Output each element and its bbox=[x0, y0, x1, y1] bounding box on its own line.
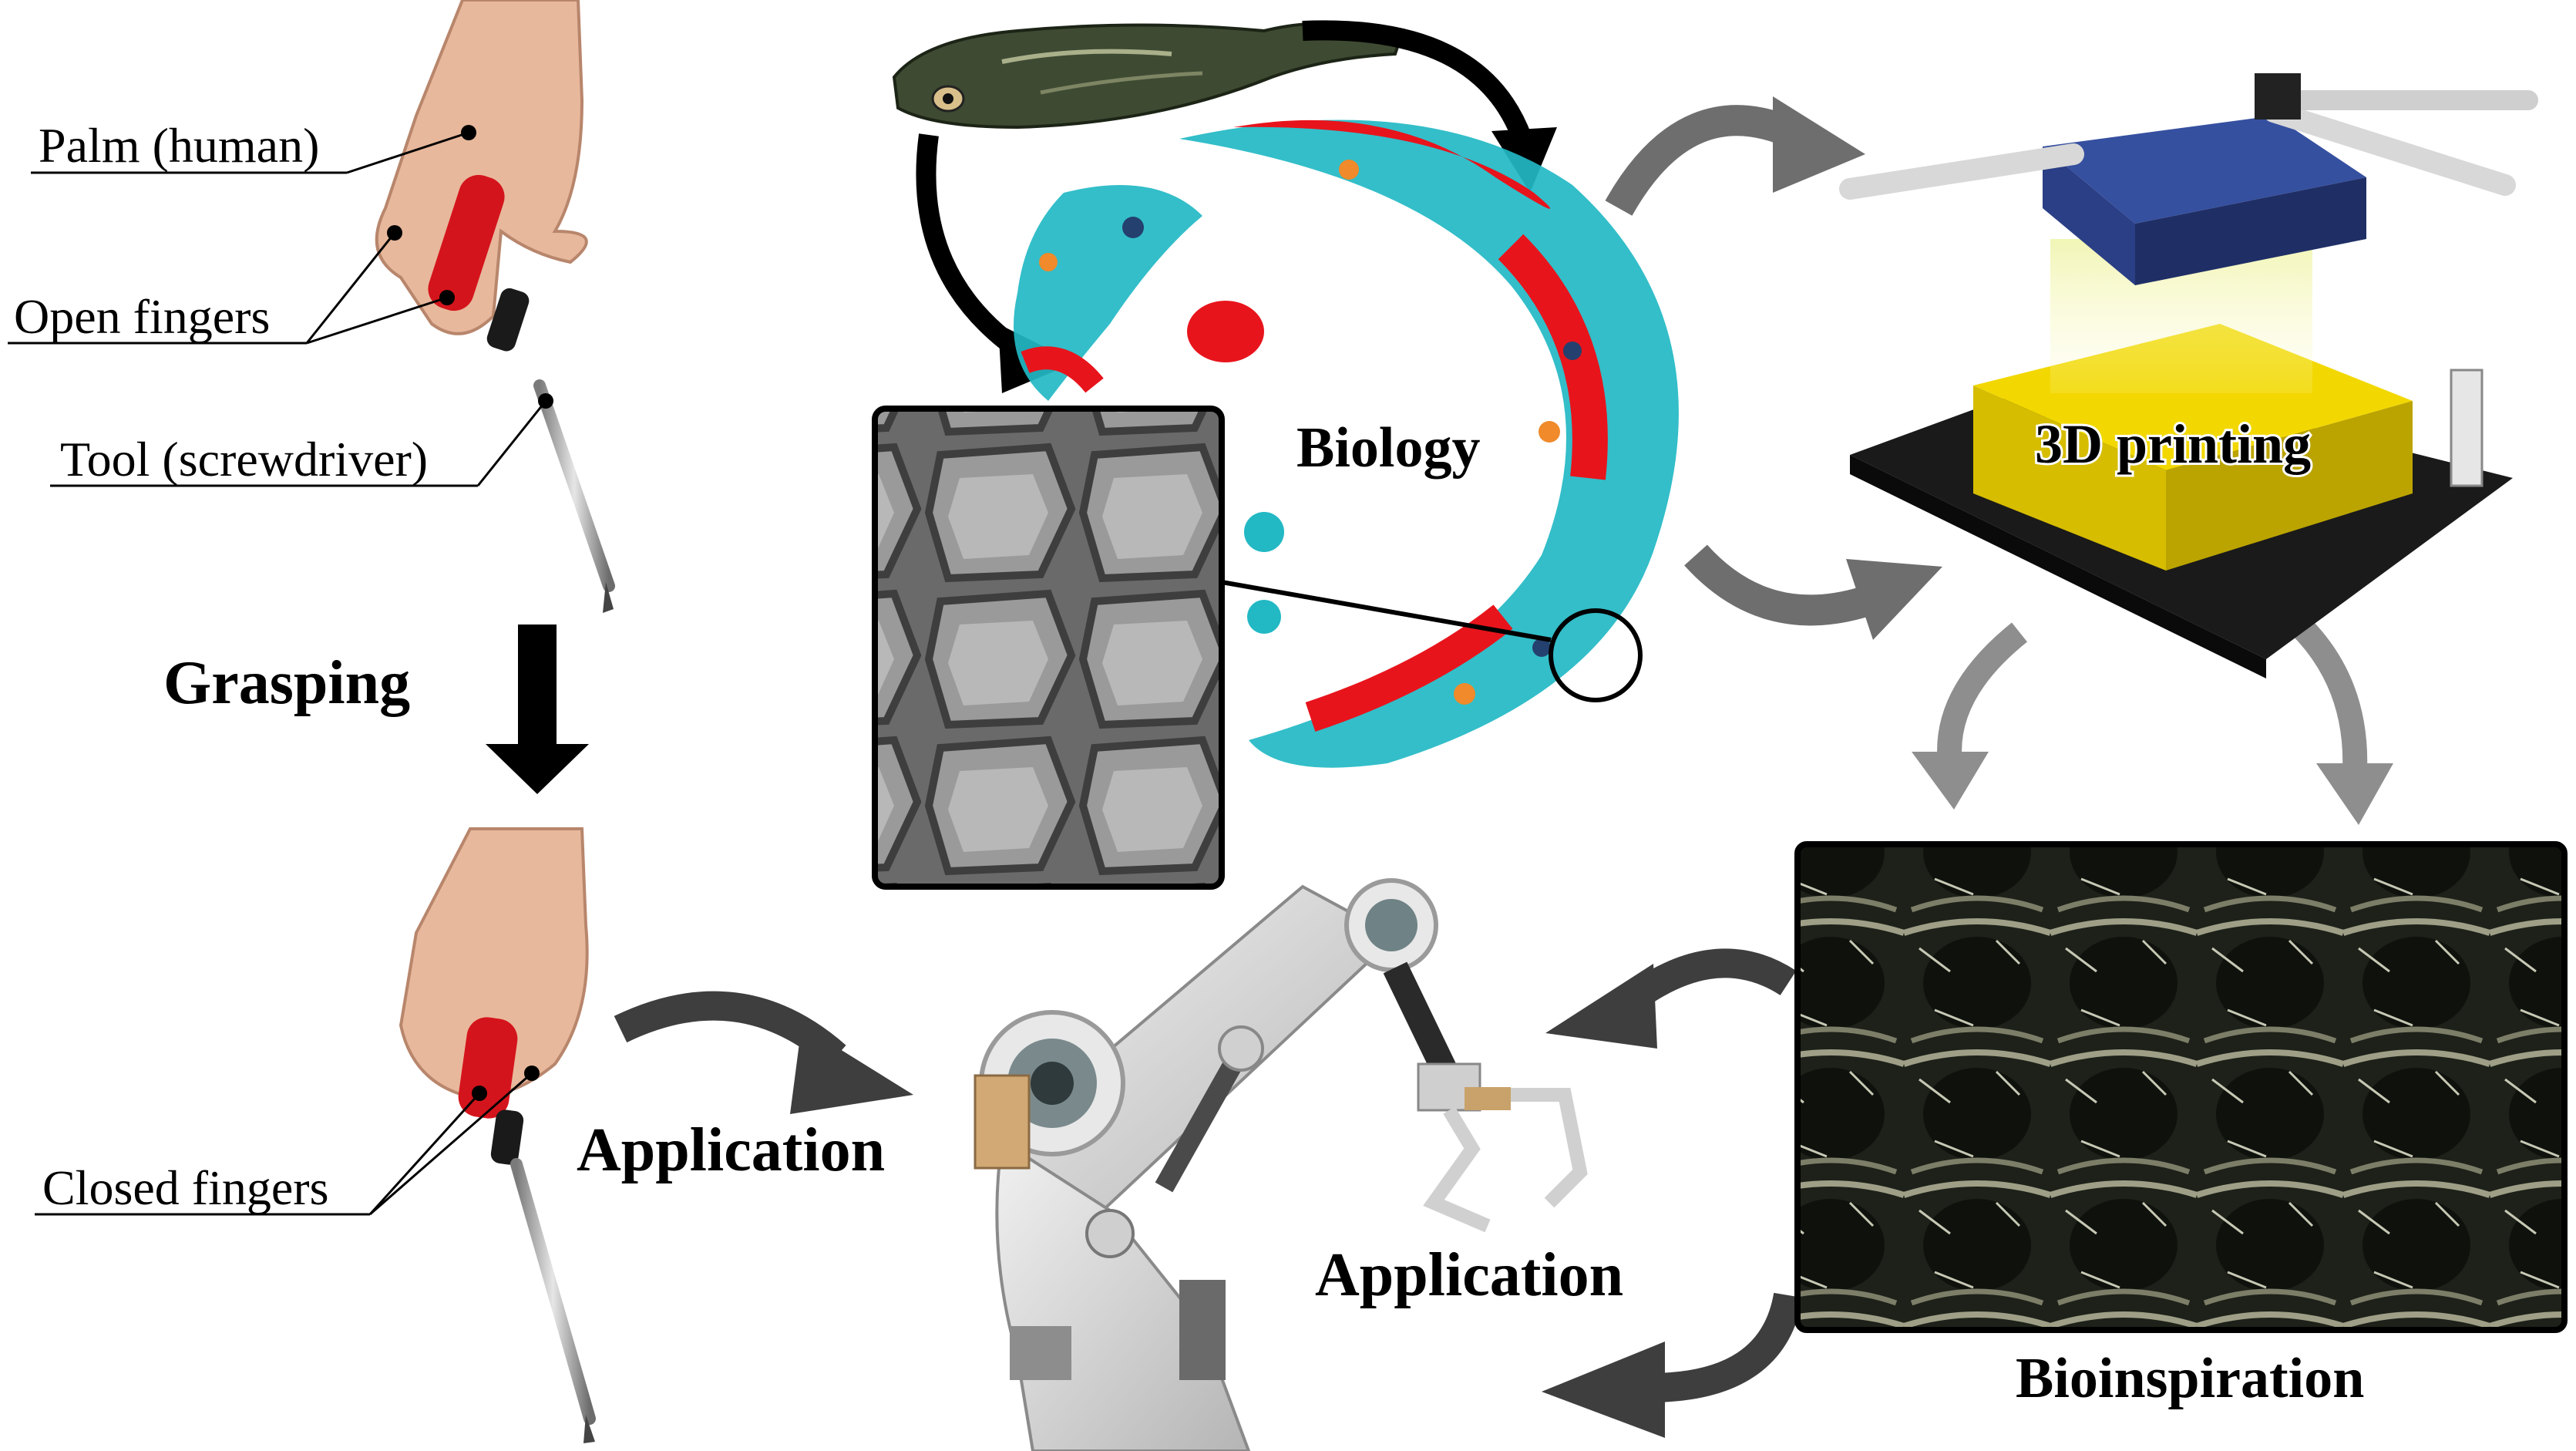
3d-printing-label: 3D printing bbox=[2035, 413, 2311, 475]
biology-label: Biology bbox=[1296, 416, 1480, 480]
open-fingers-label: Open fingers bbox=[14, 289, 270, 344]
bioinspired-surface-micrograph bbox=[1794, 841, 2568, 1333]
closed-fingers-label: Closed fingers bbox=[42, 1160, 329, 1215]
hand-to-robot-arrow bbox=[614, 991, 913, 1114]
palm-leader bbox=[31, 125, 476, 174]
bioinspiration-to-application-arrow-bottom bbox=[1542, 1292, 1803, 1438]
tool-label: Tool (screwdriver) bbox=[60, 432, 428, 486]
application-label-right: Application bbox=[1315, 1241, 1623, 1309]
palm-label: Palm (human) bbox=[39, 118, 319, 173]
hand-closed-illustration bbox=[399, 827, 596, 1443]
biology-to-printing-arrow-bottom bbox=[1684, 544, 1942, 640]
closed-fingers-leader bbox=[35, 1066, 540, 1216]
grasping-label: Grasping bbox=[163, 649, 410, 717]
3d-printer-illustration bbox=[1839, 73, 2538, 678]
bioinspiration-label: Bioinspiration bbox=[2016, 1347, 2364, 1410]
robot-arm-illustration bbox=[974, 878, 1588, 1451]
scale-crescent-map bbox=[1014, 120, 1679, 768]
tool-leader bbox=[50, 393, 553, 487]
printing-to-bioinspiration-arrow-left bbox=[1912, 622, 2028, 810]
printing-to-bioinspiration-arrow-right bbox=[2273, 599, 2393, 825]
sem-micrograph bbox=[872, 406, 1225, 890]
open-fingers-leader bbox=[8, 225, 455, 345]
grasping-down-arrow bbox=[486, 625, 589, 794]
bioinspiration-to-application-arrow-top bbox=[1545, 948, 1797, 1049]
application-label-left: Application bbox=[577, 1116, 885, 1184]
biology-to-printing-arrow-top bbox=[1605, 96, 1865, 216]
magnifier-callout bbox=[1221, 580, 1643, 702]
hand-open-illustration bbox=[375, 0, 615, 613]
